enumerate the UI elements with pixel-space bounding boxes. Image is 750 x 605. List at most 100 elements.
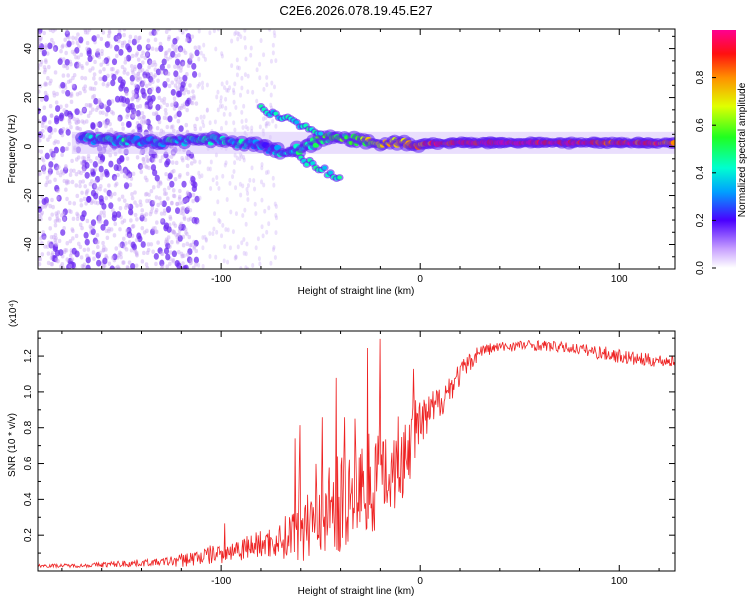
- spectrogram-noise-cell: [100, 51, 104, 57]
- spectrogram-noise-cell: [172, 106, 177, 111]
- spectrogram-branch-cell: [310, 161, 316, 166]
- spectrogram-noise-cell: [124, 90, 129, 96]
- spectrogram-noise-cell: [220, 51, 224, 57]
- spectrogram-noise-cell: [140, 68, 145, 73]
- spectrogram-noise-cell: [273, 201, 277, 207]
- spectrogram-noise-cell: [150, 164, 157, 171]
- spectrogram-noise-cell: [173, 100, 177, 105]
- spectrogram-noise-cell: [79, 111, 83, 116]
- spectrogram-noise-cell: [38, 261, 42, 267]
- spectrogram-noise-cell: [147, 87, 153, 95]
- spectrogram-noise-cell: [223, 244, 227, 249]
- spectrogram-noise-cell: [48, 104, 53, 109]
- spectrogram-noise-cell: [86, 247, 91, 252]
- spectrogram-noise-cell: [166, 77, 170, 83]
- spectrogram-noise-cell: [38, 138, 42, 143]
- spectrogram-noise-cell: [139, 119, 144, 125]
- spectrogram-noise-cell: [135, 217, 139, 222]
- spectrogram-noise-cell: [90, 228, 96, 236]
- spectrogram-noise-cell: [151, 200, 156, 205]
- spectrogram-noise-cell: [91, 35, 97, 42]
- spectrogram-noise-cell: [162, 96, 167, 102]
- spectrogram-noise-cell: [64, 164, 68, 169]
- spectrogram-noise-cell: [136, 75, 141, 80]
- spectrogram-noise-cell: [150, 228, 156, 236]
- spectrogram-noise-cell: [165, 206, 172, 213]
- spectrogram-noise-cell: [216, 89, 220, 95]
- spectrogram-noise-cell: [77, 169, 81, 175]
- spectrogram-noise-cell: [179, 59, 186, 67]
- spectrogram-noise-cell: [218, 219, 222, 224]
- spectrogram-noise-cell: [89, 158, 93, 164]
- spectrogram-noise-cell: [40, 252, 45, 257]
- spectrogram-noise-cell: [59, 49, 63, 54]
- spectrogram-noise-cell: [233, 81, 237, 87]
- spectrogram-noise-cell: [271, 247, 275, 252]
- spectrogram-noise-cell: [126, 54, 132, 62]
- spectrogram-noise-cell: [133, 93, 138, 98]
- spectrogram-noise-cell: [141, 157, 146, 162]
- spectrogram-noise-cell: [262, 86, 266, 92]
- spectrogram-noise-cell: [131, 96, 135, 101]
- spectrogram-noise-cell: [79, 198, 83, 203]
- spectrogram-noise-cell: [64, 58, 70, 66]
- spectrogram-noise-cell: [104, 124, 108, 129]
- spectrogram-noise-cell: [39, 97, 44, 102]
- spectrogram-noise-cell: [172, 193, 177, 199]
- spectrogram-noise-cell: [90, 199, 95, 204]
- spectrogram-y-tick-label: 20: [23, 92, 34, 104]
- spectrogram-noise-cell: [106, 118, 111, 124]
- spectrogram-noise-cell: [107, 183, 111, 188]
- spectrogram-noise-cell: [122, 218, 127, 223]
- spectrogram-noise-cell: [169, 154, 174, 160]
- spectrogram-noise-cell: [167, 29, 172, 32]
- spectrogram-noise-cell: [85, 253, 89, 258]
- spectrogram-noise-cell: [167, 34, 172, 40]
- spectrogram-noise-cell: [264, 115, 268, 121]
- spectrogram-noise-cell: [228, 111, 232, 117]
- spectrogram-noise-cell: [191, 89, 195, 94]
- spectrogram-noise-cell: [242, 157, 246, 163]
- spectrogram-noise-cell: [71, 83, 76, 89]
- spectrogram-noise-cell: [94, 107, 99, 113]
- spectrogram-noise-cell: [258, 61, 262, 67]
- spectrogram-noise-cell: [94, 50, 101, 58]
- spectrogram-noise-cell: [68, 263, 73, 269]
- spectrogram-noise-cell: [170, 102, 174, 108]
- snr-x-tick-label: 100: [611, 576, 628, 587]
- spectrogram-noise-cell: [69, 209, 73, 215]
- spectrogram-noise-cell: [93, 167, 98, 172]
- spectrogram-noise-cell: [124, 202, 129, 208]
- spectrogram-noise-cell: [62, 63, 66, 69]
- spectrogram-noise-cell: [147, 65, 151, 70]
- spectrogram-noise-cell: [145, 191, 149, 197]
- spectrogram-noise-cell: [183, 87, 188, 92]
- spectrogram-branch-cell: [273, 111, 279, 116]
- spectrogram-noise-cell: [56, 210, 61, 215]
- spectrogram-noise-cell: [102, 210, 106, 215]
- spectrogram-noise-cell: [98, 184, 103, 189]
- spectrogram-noise-cell: [215, 94, 219, 100]
- spectrogram-noise-cell: [135, 109, 141, 117]
- spectrogram-noise-cell: [40, 195, 44, 200]
- spectrogram-noise-cell: [96, 214, 102, 222]
- spectrogram-noise-cell: [185, 36, 190, 42]
- spectrogram-noise-cell: [88, 102, 93, 108]
- spectrogram-noise-cell: [262, 116, 266, 122]
- spectrogram-noise-cell: [87, 55, 93, 63]
- spectrogram-noise-cell: [267, 121, 271, 127]
- spectrogram-noise-cell: [72, 72, 77, 78]
- spectrogram-noise-cell: [243, 45, 247, 50]
- spectrogram-noise-cell: [168, 244, 172, 249]
- spectrogram-noise-cell: [48, 81, 52, 86]
- spectrogram-noise-cell: [154, 261, 158, 267]
- spectrogram-noise-cell: [44, 59, 48, 65]
- spectrogram-noise-cell: [125, 121, 132, 128]
- spectrogram-noise-cell: [179, 105, 184, 111]
- spectrogram-noise-cell: [161, 58, 167, 66]
- spectrogram-noise-cell: [113, 164, 119, 171]
- spectrogram-noise-cell: [163, 68, 169, 76]
- spectrogram-noise-cell: [139, 164, 144, 170]
- spectrogram-noise-cell: [254, 245, 258, 251]
- spectrogram-noise-cell: [55, 216, 60, 221]
